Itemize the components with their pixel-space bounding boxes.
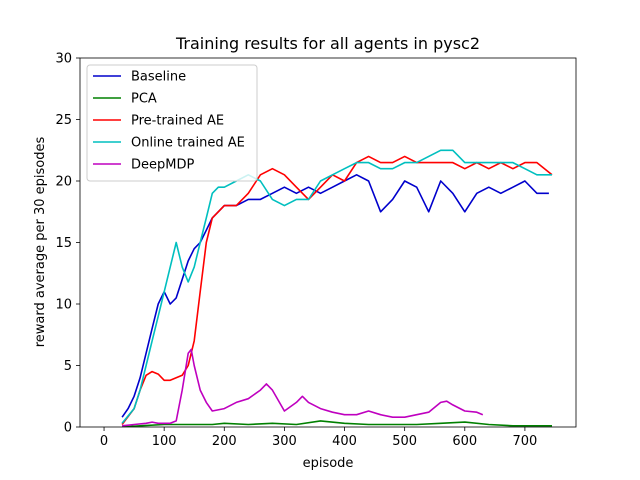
y-axis-label: reward average per 30 episodes (33, 137, 48, 348)
y-tick-label: 15 (55, 236, 72, 251)
y-tick-label: 20 (55, 175, 72, 190)
legend-label: Baseline (131, 70, 186, 85)
legend-box (86, 64, 258, 182)
x-tick-label: 700 (512, 434, 537, 449)
x-tick-label: 100 (152, 434, 177, 449)
y-tick-label: 0 (64, 421, 72, 436)
series-line-2 (121, 155, 553, 425)
x-tick-label: 200 (212, 434, 237, 449)
y-tick-label: 30 (55, 52, 72, 67)
legend-label: DeepMDP (131, 158, 194, 173)
series-line-1 (122, 420, 552, 427)
axes: 0 100 200 300 400 500 600 700 0 5 10 15 20 25 30 (55, 52, 577, 449)
x-tick-label: 300 (272, 434, 297, 449)
x-tick-label: 0 (100, 434, 108, 449)
x-tick-label: 500 (392, 434, 417, 449)
legend-label: Online trained AE (131, 136, 245, 151)
y-tick-label: 5 (64, 359, 72, 374)
chart-title: Training results for all agents in pysc2 (175, 34, 480, 53)
x-tick-label: 600 (452, 434, 477, 449)
legend-label: PCA (131, 92, 157, 107)
series-line-4 (122, 348, 484, 427)
plot-area (121, 149, 553, 427)
legend: Baseline PCA Pre-trained AE Online trained … (86, 64, 258, 182)
y-tick-label: 25 (55, 113, 72, 128)
series-line-3 (121, 149, 552, 424)
y-tick-label: 10 (55, 298, 72, 313)
x-tick-label: 400 (332, 434, 357, 449)
series-line-0 (121, 174, 549, 418)
x-axis-label: episode (303, 456, 354, 471)
legend-label: Pre-trained AE (131, 114, 224, 129)
